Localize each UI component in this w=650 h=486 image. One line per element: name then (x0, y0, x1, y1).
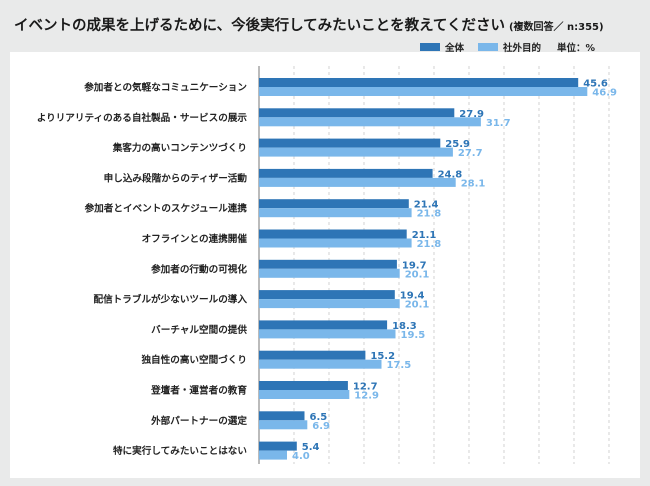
value-label-purpose: 28.1 (461, 178, 486, 189)
legend-label-all: 全体 (445, 43, 465, 54)
value-label-purpose: 6.9 (312, 421, 330, 432)
bar-purpose (259, 147, 453, 157)
bar-purpose (259, 420, 308, 430)
legend-swatch-purpose (478, 43, 499, 51)
value-label-all: 27.9 (459, 109, 484, 120)
value-label-all: 25.9 (445, 139, 470, 150)
category-label: 申し込み段階からのティザー活動 (104, 172, 248, 184)
bar-all (259, 138, 441, 148)
legend-swatch-all (420, 43, 440, 51)
value-label-all: 19.4 (400, 291, 425, 302)
bar-all (259, 350, 366, 360)
bar-all (259, 229, 407, 239)
legend-item-purpose: 社外目的 (478, 40, 541, 54)
value-label-all: 18.3 (392, 321, 417, 332)
value-label-purpose: 46.9 (592, 88, 617, 99)
bar-purpose (259, 238, 412, 248)
legend-label-purpose: 社外目的 (503, 43, 542, 54)
value-label-purpose: 21.8 (417, 209, 442, 220)
bar-purpose (259, 390, 350, 399)
value-label-purpose: 20.1 (405, 300, 430, 311)
value-label-all: 45.6 (583, 79, 608, 90)
value-label-all: 5.4 (302, 442, 320, 453)
value-label-purpose: 12.9 (354, 391, 379, 402)
bar-all (259, 381, 348, 390)
value-label-all: 21.1 (412, 230, 437, 241)
bar-all (259, 320, 388, 330)
category-label: 登壇者・運営者の教育 (150, 385, 247, 397)
bar-all (259, 290, 395, 300)
legend-unit: 単位：% (557, 43, 596, 54)
bar-purpose (259, 268, 400, 278)
bar-purpose (259, 117, 481, 127)
value-label-all: 21.4 (414, 200, 439, 211)
category-label: オフラインとの連携開催 (142, 233, 248, 245)
category-label: 参加者とイベントのスケジュール連携 (85, 203, 248, 215)
bar-purpose (259, 450, 287, 460)
value-label-all: 24.8 (438, 169, 463, 180)
value-label-all: 15.2 (370, 351, 395, 362)
category-label: よりリアリティのある自社製品・サービスの展示 (37, 112, 248, 124)
value-label-purpose: 20.1 (405, 269, 430, 280)
category-label: 配信トラブルが少ないツールの導入 (94, 294, 248, 306)
bar-all (259, 168, 433, 178)
chart-title-note: (複数回答／ n:355) (508, 22, 604, 33)
category-label: 参加者との気軽なコミュニケーション (84, 82, 247, 94)
bar-purpose (259, 87, 588, 96)
value-label-all: 6.5 (310, 412, 328, 423)
legend-item-all: 全体 (420, 40, 464, 54)
bar-all (259, 78, 579, 87)
value-label-purpose: 27.7 (458, 148, 483, 159)
bar-purpose (259, 329, 396, 339)
category-label: バーチャル空間の提供 (151, 324, 247, 336)
bar-all (259, 108, 455, 118)
chart-title: イベントの成果を上げるために、今後実行してみたいことを教えてください (複数回答／… (14, 14, 604, 35)
value-label-all: 12.7 (353, 382, 378, 393)
value-label-purpose: 4.0 (292, 451, 310, 462)
category-label: 集客力の高いコンテンツづくり (112, 142, 247, 154)
bar-all (259, 441, 297, 451)
category-label: 特に実行してみたいことはない (113, 445, 247, 457)
legend: 全体 社外目的 単位：% (420, 40, 595, 54)
bar-purpose (259, 299, 400, 309)
value-label-purpose: 31.7 (486, 118, 511, 129)
bar-purpose (259, 359, 382, 369)
bar-all (259, 411, 305, 421)
chart-title-text: イベントの成果を上げるために、今後実行してみたいことを教えてください (14, 18, 505, 34)
value-label-purpose: 21.8 (417, 239, 442, 250)
bar-purpose (259, 177, 456, 187)
bar-purpose (259, 208, 412, 218)
category-label: 参加者の行動の可視化 (151, 263, 247, 275)
bar-all (259, 199, 409, 209)
value-label-purpose: 17.5 (387, 360, 412, 371)
category-label: 独自性の高い空間づくり (140, 354, 247, 366)
value-label-purpose: 19.5 (401, 330, 426, 341)
category-label: 外部パートナーの選定 (150, 415, 247, 427)
bar-all (259, 259, 397, 269)
value-label-all: 19.7 (402, 260, 427, 271)
